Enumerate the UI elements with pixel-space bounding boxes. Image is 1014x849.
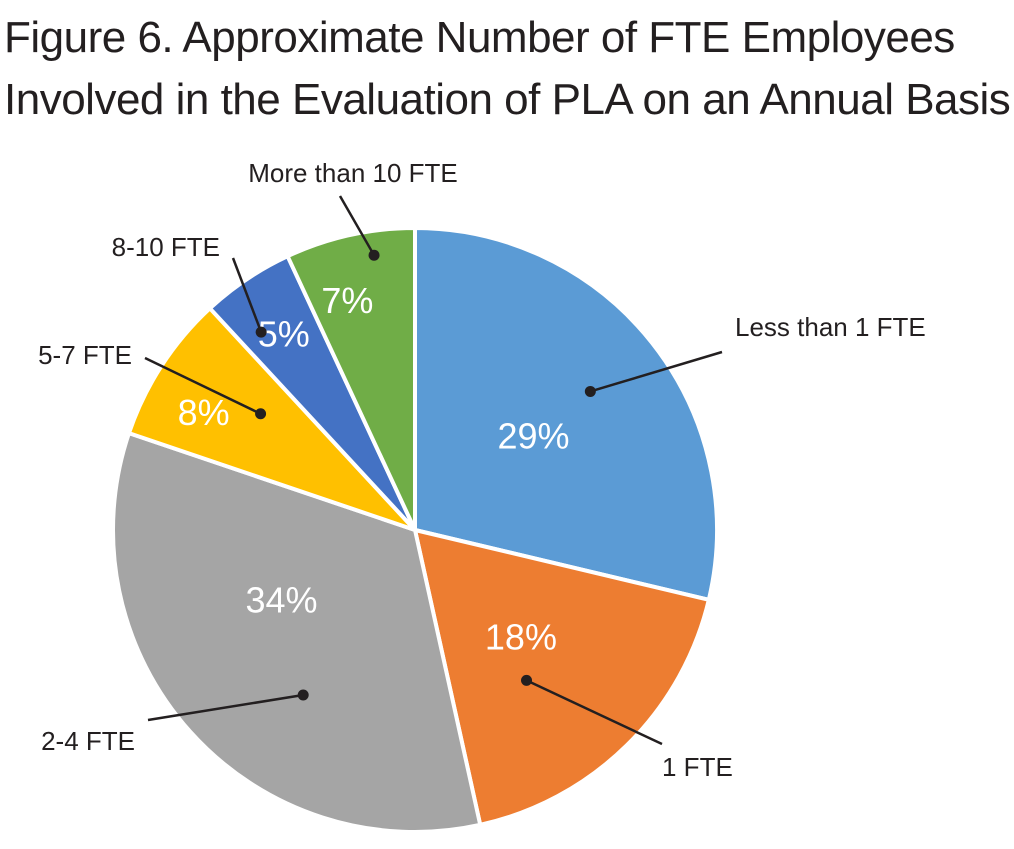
chart-title-line-1: Figure 6. Approximate Number of FTE Empl… — [4, 13, 955, 62]
chart-title-line-2: Involved in the Evaluation of PLA on an … — [4, 75, 1011, 124]
callout-line-lt1 — [589, 350, 723, 393]
pie-percent-label-lt1: 29% — [497, 415, 569, 456]
callout-dot-lt1 — [584, 385, 596, 397]
pie-percent-label-five7: 8% — [178, 392, 230, 433]
category-label-one: 1 FTE — [662, 752, 733, 782]
callout-dot-two4 — [297, 689, 309, 701]
callout-line-eight10 — [231, 257, 263, 333]
pie-percent-label-eight10: 5% — [258, 313, 310, 354]
pie-slice-gt10 — [285, 226, 417, 532]
pie-percent-label-two4: 34% — [245, 580, 317, 621]
category-label-two4: 2-4 FTE — [41, 726, 135, 756]
category-label-gt10: More than 10 FTE — [248, 158, 458, 188]
pie-percent-labels: 29% 18% 34% 8% 5% 7% — [178, 280, 570, 657]
pie-callouts: Less than 1 FTE 1 FTE 2-4 FTE 5-7 FTE 8-10 F… — [38, 158, 926, 782]
pie-slices — [111, 226, 719, 834]
pie-slice-lt1 — [413, 226, 719, 602]
category-label-eight10: 8-10 FTE — [112, 232, 220, 262]
callout-dot-five7 — [255, 408, 267, 420]
callout-line-two4 — [147, 693, 304, 722]
pie-slice-two4 — [111, 431, 483, 834]
callout-line-one — [525, 679, 663, 746]
callout-dot-one — [521, 674, 533, 686]
callout-dot-eight10 — [255, 326, 267, 338]
callout-dot-gt10 — [368, 249, 380, 261]
category-label-five7: 5-7 FTE — [38, 340, 132, 370]
callout-line-five7 — [144, 356, 262, 415]
pie-percent-label-gt10: 7% — [321, 280, 373, 321]
category-label-lt1: Less than 1 FTE — [735, 312, 926, 342]
pie-percent-label-one: 18% — [485, 617, 557, 658]
callout-line-gt10 — [338, 195, 376, 256]
pie-slice-one — [413, 528, 711, 827]
